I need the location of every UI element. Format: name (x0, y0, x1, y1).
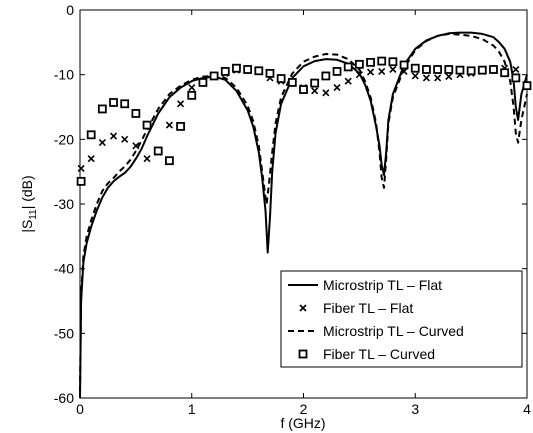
microstrip-curved-line (79, 32, 528, 392)
fiber-curved-point (142, 120, 152, 130)
fiber-curved-point (433, 65, 443, 74)
fiber-curved-point (422, 65, 431, 74)
fiber-curved-point (343, 62, 353, 72)
fiber-flat-point (109, 132, 118, 140)
fiber-curved-point (265, 68, 275, 78)
fiber-curved-point (366, 57, 375, 67)
y-tick-label: -60 (54, 390, 74, 406)
fiber-curved-point (455, 65, 465, 75)
legend-label-microstrip-curved: Microstrip TL – Curved (323, 323, 464, 339)
fiber-curved-point (377, 56, 387, 66)
fiber-curved-point (477, 65, 487, 75)
fiber-curved-point (388, 57, 398, 67)
legend: Microstrip TL – Flat Fiber TL – Flat Mic… (280, 270, 523, 368)
fiber-flat-point (445, 73, 453, 81)
fiber-curved-point (120, 99, 130, 109)
fiber-curved-point (444, 65, 454, 74)
fiber-flat-point (333, 84, 341, 92)
fiber-flat-point (366, 68, 375, 76)
y-tick-label: -10 (54, 67, 74, 83)
x-tick-label: 0 (76, 401, 84, 417)
fiber-curved-point (410, 63, 420, 73)
fiber-curved-point (321, 71, 331, 81)
fiber-flat-point (434, 74, 442, 82)
y-axis-label-tail: | (dB) (19, 175, 35, 209)
legend-swatch-fiber-curved (298, 349, 308, 359)
y-tick-label: -50 (54, 325, 74, 341)
fiber-flat-point (121, 135, 129, 143)
fiber-flat-point (422, 74, 430, 82)
fiber-curved-point (310, 78, 320, 88)
fiber-flat-point (322, 89, 330, 97)
legend-box (280, 270, 523, 368)
fiber-curved-point (76, 176, 86, 186)
fiber-flat-point (165, 121, 173, 129)
fiber-curved-point (131, 109, 141, 118)
fiber-flat-point (389, 65, 397, 74)
y-axis-label: |S11| (dB) (19, 175, 39, 232)
fiber-curved-point (86, 130, 96, 140)
y-tick-label: -30 (54, 196, 74, 212)
fiber-flat-point (87, 155, 95, 163)
x-tick-label: 2 (300, 401, 308, 417)
fiber-curved-point (276, 74, 286, 83)
fiber-flat-point (411, 72, 419, 80)
fiber-flat-point (77, 164, 85, 172)
microstrip-flat-line (79, 31, 528, 399)
fiber-curved-point (399, 60, 409, 70)
y-tick-label: -20 (54, 131, 74, 147)
fiber-flat-point (98, 139, 106, 147)
fiber-curved-point (243, 65, 253, 74)
fiber-curved-point (198, 78, 208, 87)
fiber-curved-point (209, 71, 219, 81)
fiber-curved-point (220, 67, 230, 76)
fiber-curved-point (97, 104, 107, 114)
fiber-curved-point (511, 73, 521, 83)
fiber-curved-markers (76, 56, 532, 186)
fiber-curved-point (187, 90, 197, 100)
legend-label-fiber-curved: Fiber TL – Curved (323, 346, 435, 362)
fiber-flat-point (344, 77, 352, 85)
fiber-curved-point (176, 122, 185, 131)
axes-layer: 0 1 2 3 4 0 -10 -20 -30 -40 -50 -60 (54, 2, 531, 417)
y-axis-label-subscript: 11 (28, 209, 39, 220)
fiber-flat-point (188, 84, 196, 92)
y-axis-label-main: |S (19, 220, 35, 233)
legend-label-microstrip-flat: Microstrip TL – Flat (323, 277, 442, 293)
fiber-flat-point (512, 65, 520, 74)
fiber-flat-point (378, 67, 386, 75)
fiber-flat-point (132, 142, 140, 150)
legend-swatch-fiber-flat (299, 304, 307, 312)
fiber-curved-point (254, 66, 264, 76)
fiber-flat-point (311, 87, 319, 95)
x-axis-label: f (GHz) (280, 415, 325, 431)
fiber-curved-point (522, 81, 532, 91)
fiber-curved-point (109, 98, 118, 107)
fiber-curved-point (153, 146, 163, 156)
fiber-curved-point (466, 66, 476, 76)
x-tick-label: 1 (188, 401, 196, 417)
fiber-curved-point (354, 59, 364, 69)
x-tick-label: 3 (411, 401, 419, 417)
fiber-curved-point (232, 63, 241, 73)
fiber-curved-point (332, 67, 342, 76)
x-tick-label: 4 (523, 401, 531, 417)
fiber-curved-point (489, 65, 498, 74)
fiber-curved-point (164, 156, 174, 166)
series-layer (76, 31, 532, 399)
fiber-flat-point (143, 155, 151, 163)
y-tick-label: 0 (66, 2, 74, 18)
y-tick-label: -40 (54, 261, 74, 277)
legend-label-fiber-flat: Fiber TL – Flat (323, 300, 413, 316)
fiber-curved-point (287, 78, 297, 87)
fiber-curved-point (500, 68, 510, 78)
fiber-flat-point (177, 100, 185, 108)
fiber-curved-point (299, 85, 308, 94)
